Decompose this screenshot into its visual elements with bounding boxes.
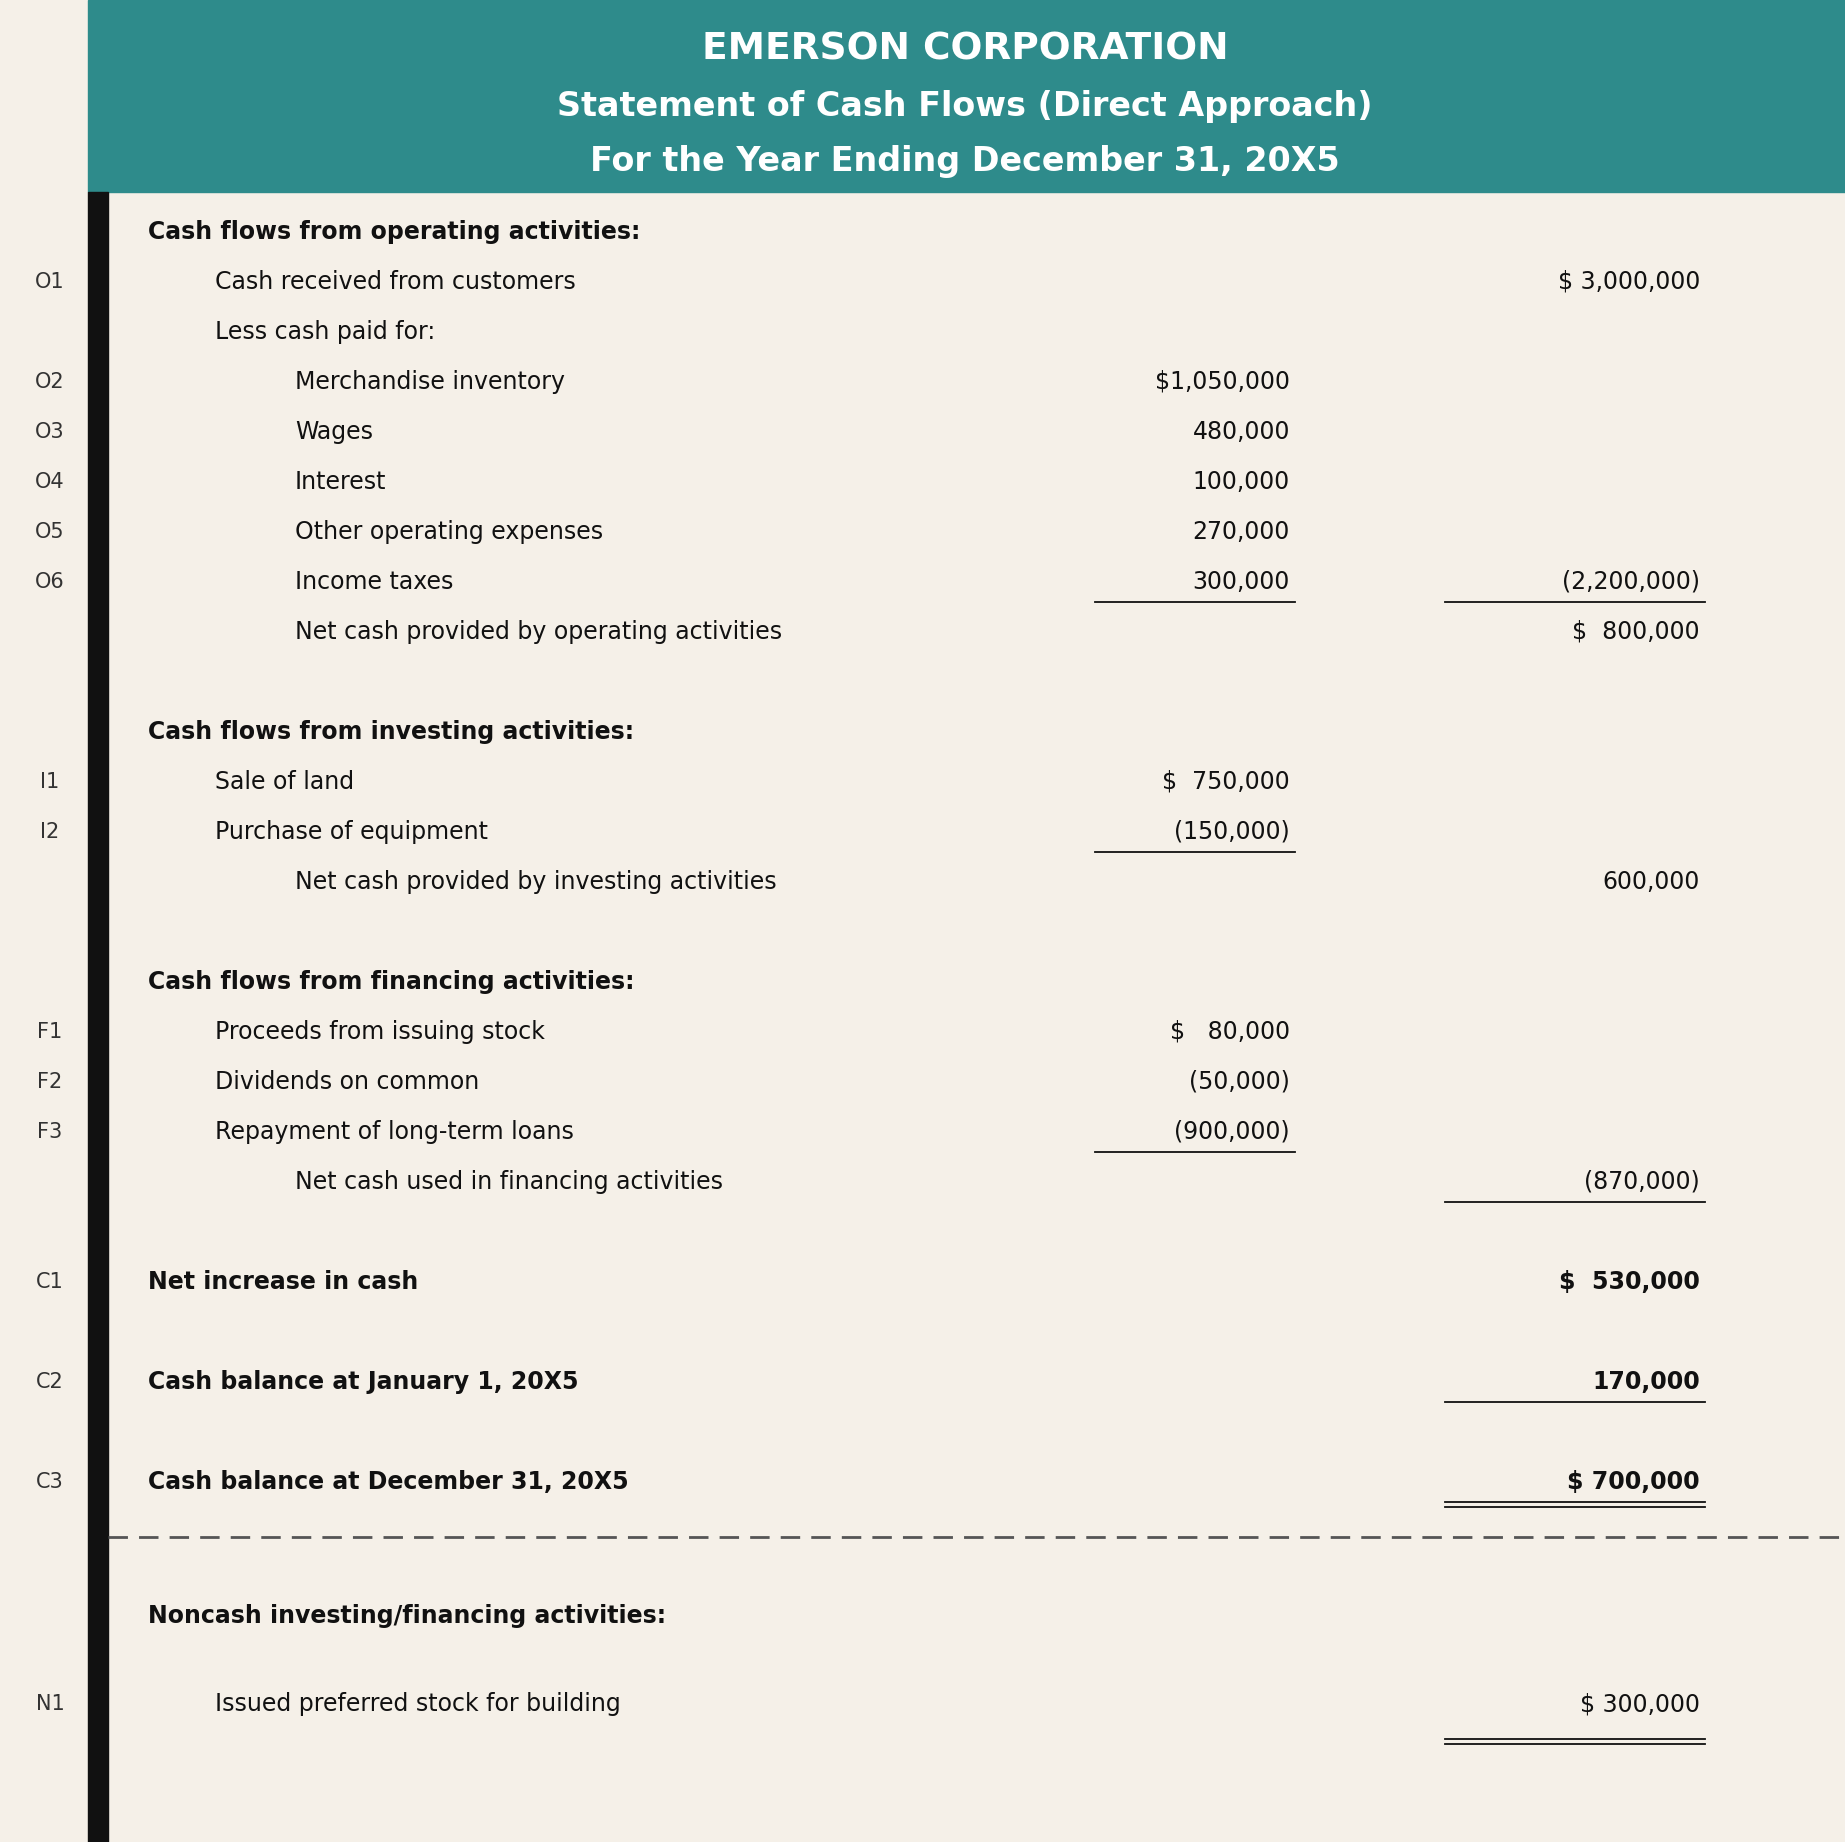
Text: Proceeds from issuing stock: Proceeds from issuing stock — [216, 1020, 544, 1044]
Text: 480,000: 480,000 — [1192, 420, 1290, 444]
Text: N1: N1 — [35, 1695, 65, 1715]
Text: I2: I2 — [41, 822, 59, 842]
Text: Cash balance at January 1, 20X5: Cash balance at January 1, 20X5 — [148, 1370, 579, 1394]
Text: Purchase of equipment: Purchase of equipment — [216, 820, 487, 844]
Text: Net cash used in financing activities: Net cash used in financing activities — [295, 1170, 723, 1194]
Text: Sale of land: Sale of land — [216, 770, 354, 794]
Text: (2,200,000): (2,200,000) — [1563, 569, 1699, 593]
Text: Cash balance at December 31, 20X5: Cash balance at December 31, 20X5 — [148, 1470, 629, 1494]
Text: $ 3,000,000: $ 3,000,000 — [1557, 271, 1699, 295]
Text: Statement of Cash Flows (Direct Approach): Statement of Cash Flows (Direct Approach… — [557, 90, 1373, 123]
Text: EMERSON CORPORATION: EMERSON CORPORATION — [701, 31, 1229, 68]
Text: Cash flows from investing activities:: Cash flows from investing activities: — [148, 720, 635, 744]
Text: 600,000: 600,000 — [1603, 869, 1699, 893]
Text: $   80,000: $ 80,000 — [1170, 1020, 1290, 1044]
Text: Other operating expenses: Other operating expenses — [295, 519, 603, 543]
Text: Net cash provided by operating activities: Net cash provided by operating activitie… — [295, 621, 782, 645]
Text: C2: C2 — [37, 1372, 65, 1393]
Text: $ 300,000: $ 300,000 — [1579, 1693, 1699, 1717]
Text: O2: O2 — [35, 372, 65, 392]
Text: Cash flows from financing activities:: Cash flows from financing activities: — [148, 971, 635, 995]
Text: O4: O4 — [35, 472, 65, 492]
Text: Repayment of long-term loans: Repayment of long-term loans — [216, 1120, 574, 1144]
Text: Interest: Interest — [295, 470, 386, 494]
Text: $  800,000: $ 800,000 — [1572, 621, 1699, 645]
Text: 270,000: 270,000 — [1192, 519, 1290, 543]
Text: $ 700,000: $ 700,000 — [1568, 1470, 1699, 1494]
Text: F1: F1 — [37, 1022, 63, 1043]
Text: C1: C1 — [37, 1273, 65, 1291]
Text: C3: C3 — [37, 1472, 65, 1492]
Text: 300,000: 300,000 — [1192, 569, 1290, 593]
Text: Less cash paid for:: Less cash paid for: — [216, 321, 435, 344]
Text: Cash received from customers: Cash received from customers — [216, 271, 576, 295]
Text: I1: I1 — [41, 772, 59, 792]
Text: F2: F2 — [37, 1072, 63, 1092]
Text: Wages: Wages — [295, 420, 373, 444]
Text: $1,050,000: $1,050,000 — [1155, 370, 1290, 394]
Text: Income taxes: Income taxes — [295, 569, 454, 593]
Text: Noncash investing/financing activities:: Noncash investing/financing activities: — [148, 1604, 666, 1628]
Text: $  530,000: $ 530,000 — [1559, 1269, 1699, 1293]
Text: $  750,000: $ 750,000 — [1162, 770, 1290, 794]
Text: Net cash provided by investing activities: Net cash provided by investing activitie… — [295, 869, 777, 893]
Text: O3: O3 — [35, 422, 65, 442]
Text: Issued preferred stock for building: Issued preferred stock for building — [216, 1693, 620, 1717]
Text: Dividends on common: Dividends on common — [216, 1070, 480, 1094]
Bar — [89, 192, 109, 1842]
Bar — [89, 0, 1845, 192]
Text: (900,000): (900,000) — [1175, 1120, 1290, 1144]
Text: (50,000): (50,000) — [1190, 1070, 1290, 1094]
Text: 170,000: 170,000 — [1592, 1370, 1699, 1394]
Text: Merchandise inventory: Merchandise inventory — [295, 370, 565, 394]
Text: Cash flows from operating activities:: Cash flows from operating activities: — [148, 219, 640, 243]
Text: O1: O1 — [35, 273, 65, 293]
Text: For the Year Ending December 31, 20X5: For the Year Ending December 31, 20X5 — [590, 146, 1339, 179]
Text: 100,000: 100,000 — [1192, 470, 1290, 494]
Text: (870,000): (870,000) — [1585, 1170, 1699, 1194]
Text: O6: O6 — [35, 573, 65, 591]
Text: Net increase in cash: Net increase in cash — [148, 1269, 419, 1293]
Text: O5: O5 — [35, 521, 65, 542]
Text: F3: F3 — [37, 1122, 63, 1142]
Bar — [0, 192, 1845, 1842]
Text: (150,000): (150,000) — [1173, 820, 1290, 844]
